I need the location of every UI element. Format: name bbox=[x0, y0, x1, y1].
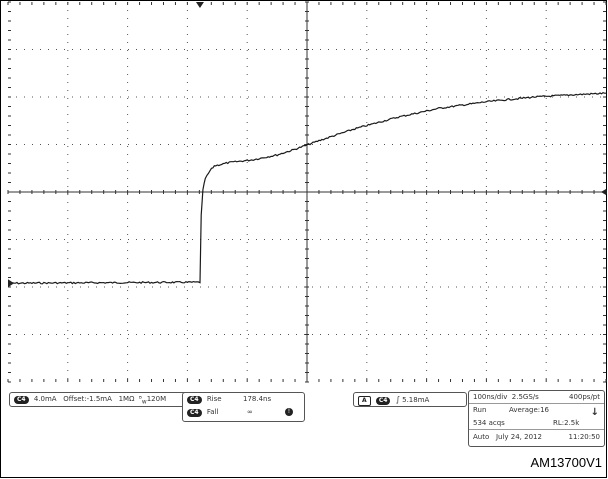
measurements-box[interactable]: C4 Rise 178.4ns C4 Fall ∞ ! bbox=[182, 392, 305, 422]
rise-channel-tag: C4 bbox=[187, 396, 202, 404]
channel-scale: 4.0mA bbox=[33, 395, 57, 403]
run-state: Run bbox=[473, 406, 487, 414]
fall-label: Fall bbox=[206, 408, 219, 416]
trigger-channel-tag: C4 bbox=[375, 397, 391, 405]
channel-bandwidth: 120M bbox=[146, 395, 167, 403]
graticule-markers bbox=[8, 2, 606, 288]
record-length: RL:2.5k bbox=[553, 419, 580, 427]
trigger-readout-box[interactable]: A C4 ∫ 5.18mA bbox=[353, 392, 467, 407]
graticule-grid bbox=[7, 1, 607, 383]
waveform-trace bbox=[7, 92, 606, 285]
rising-edge-icon: ∫ bbox=[395, 395, 400, 404]
warning-icon: ! bbox=[285, 408, 293, 416]
trigger-position-marker bbox=[195, 2, 204, 8]
channel-readout-box[interactable]: C4 4.0mA Offset:-1.5mA 1MΩ ᴮw120M bbox=[9, 392, 195, 407]
channel-impedance: 1MΩ bbox=[118, 395, 135, 403]
timebase: 100ns/div bbox=[473, 393, 508, 401]
trigger-mode-tag: A bbox=[358, 396, 371, 406]
figure-id: AM13700V1 bbox=[530, 455, 602, 470]
status-bar: C4 4.0mA Offset:-1.5mA 1MΩ ᴮw120M C4 Ris… bbox=[7, 386, 607, 448]
bandwidth-limit-icon: ᴮw bbox=[138, 395, 147, 406]
rise-label: Rise bbox=[206, 395, 222, 403]
measurement-fall-row: C4 Fall ∞ ! bbox=[187, 408, 293, 417]
waveform-trace-layer bbox=[7, 92, 606, 285]
trigger-arrow-icon: ↓ bbox=[590, 407, 599, 418]
sample-rate: 2.5GS/s bbox=[511, 393, 539, 401]
channel-ground-marker bbox=[8, 279, 14, 288]
trigger-level: 5.18mA bbox=[402, 396, 430, 404]
measurement-rise-row: C4 Rise 178.4ns bbox=[187, 395, 271, 404]
channel-tag: C4 bbox=[14, 396, 29, 404]
trigger-level-marker bbox=[601, 189, 606, 195]
channel-offset: Offset:-1.5mA bbox=[63, 395, 112, 403]
acquisition-mode: Average:16 bbox=[509, 406, 550, 414]
resolution: 400ps/pt bbox=[569, 393, 600, 401]
fall-value: ∞ bbox=[247, 408, 253, 416]
fall-channel-tag: C4 bbox=[187, 409, 202, 417]
trigger-type: Auto bbox=[473, 433, 490, 441]
acquisition-count: 534 acqs bbox=[473, 419, 505, 427]
acquisition-time: 11:20:50 bbox=[568, 433, 600, 441]
acquisition-date: July 24, 2012 bbox=[495, 433, 542, 441]
rise-value: 178.4ns bbox=[243, 395, 272, 403]
acquisition-box[interactable]: 100ns/div 2.5GS/s 400ps/pt Run Average:1… bbox=[468, 390, 605, 447]
